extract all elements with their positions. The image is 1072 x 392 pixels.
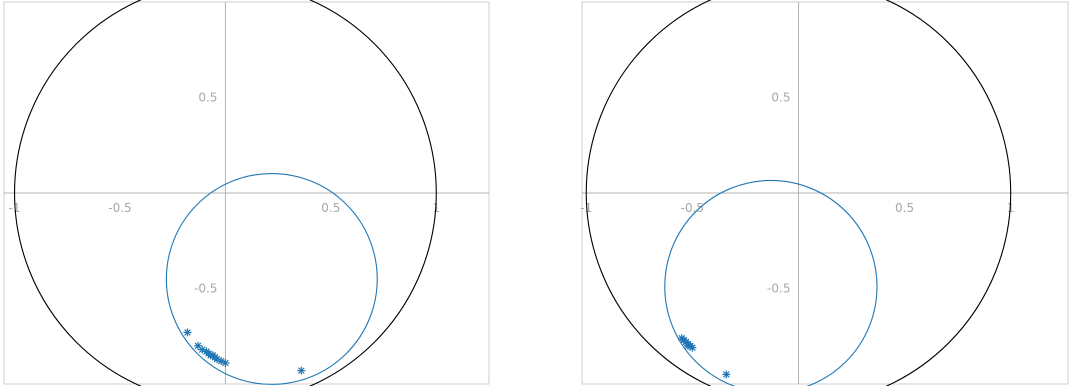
chart-right: -1 -0.5 0.5 1 0.5 -0.5 bbox=[578, 0, 1072, 386]
left-data-point bbox=[221, 358, 230, 367]
left-y-tick-label: 0.5 bbox=[198, 91, 217, 105]
chart-right-svg: -1 -0.5 0.5 10.5-0.5 bbox=[580, 0, 1069, 386]
chart-left: -1 -0.5 0.5 1 0.5 -0.5 bbox=[0, 0, 492, 386]
right-circle-series bbox=[664, 179, 878, 386]
chart-left-svg: -1 -0.5 0.5 10.5-0.5 bbox=[3, 0, 490, 386]
right-x-tick-label: 0.5 bbox=[895, 201, 914, 215]
left-data-point bbox=[183, 328, 192, 337]
left-data-point bbox=[297, 366, 306, 375]
left-y-tick-label: -0.5 bbox=[194, 282, 217, 296]
left-x-tick-label: -0.5 bbox=[108, 201, 131, 215]
left-x-tick-label: 0.5 bbox=[321, 201, 340, 215]
right-data-point bbox=[688, 343, 697, 352]
right-x-tick-label: -0.5 bbox=[681, 201, 704, 215]
right-unit-circle bbox=[585, 0, 1012, 386]
left-unit-circle bbox=[14, 0, 437, 386]
right-y-tick-label: -0.5 bbox=[767, 282, 790, 296]
right-y-tick-label: 0.5 bbox=[771, 91, 790, 105]
right-data-point bbox=[722, 370, 731, 379]
left-circle-series bbox=[165, 172, 378, 385]
